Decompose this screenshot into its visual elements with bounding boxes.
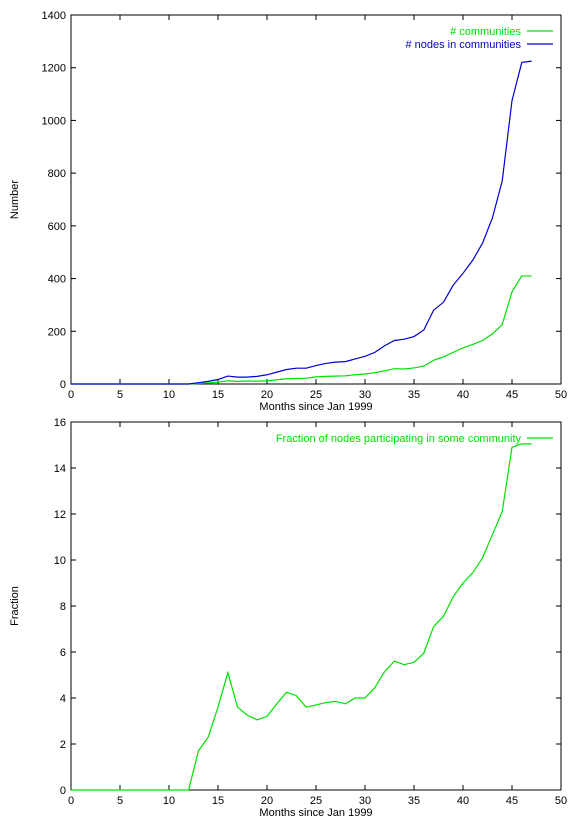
y-tick-label: 4: [60, 693, 66, 705]
x-tick-label: 0: [68, 795, 74, 807]
legend-label-1: # nodes in communities: [405, 39, 521, 51]
x-tick-label: 20: [261, 389, 273, 401]
x-tick-label: 50: [555, 795, 567, 807]
y-tick-label: 1200: [42, 63, 66, 75]
y-axis-label: Number: [9, 180, 21, 219]
x-tick-label: 30: [359, 389, 371, 401]
chart-bottom-fraction: 0 5 10 15 20 25 30 35 40 45 50 0 2 4 6 8 10 12 14 16 Months …: [9, 417, 567, 819]
x-tick-label: 5: [117, 795, 123, 807]
y-tick-label: 800: [48, 168, 66, 180]
chart-top-number: 0 5 10 15 20 25 30 35 40 45 50 0 200 400 600 800 1000 120…: [9, 10, 567, 413]
y-tick-label: 12: [54, 509, 66, 521]
x-tick-label: 10: [163, 795, 175, 807]
x-tick-label: 15: [212, 795, 224, 807]
y-tick-label: 0: [60, 785, 66, 797]
y-tick-label: 10: [54, 555, 66, 567]
plot-frame: [70, 14, 562, 385]
y-tick-label: 200: [48, 326, 66, 338]
x-tick-label: 35: [408, 795, 420, 807]
x-tick-label: 50: [555, 389, 567, 401]
x-tick-label: 25: [310, 795, 322, 807]
y-tick-label: 2: [60, 739, 66, 751]
x-tick-label: 45: [506, 389, 518, 401]
y-tick-label: 1000: [42, 115, 66, 127]
y-tick-label: 16: [54, 417, 66, 429]
x-axis-label: Months since Jan 1999: [259, 401, 372, 413]
x-tick-label: 20: [261, 795, 273, 807]
x-tick-label: 40: [457, 795, 469, 807]
x-tick-label: 35: [408, 389, 420, 401]
y-tick-label: 6: [60, 647, 66, 659]
x-tick-label: 0: [68, 389, 74, 401]
plot-frame: [70, 421, 562, 791]
legend-label-0: # communities: [450, 26, 521, 38]
y-tick-label: 14: [54, 463, 66, 475]
series-line-0: [71, 443, 532, 791]
y-tick-label: 0: [60, 379, 66, 391]
y-axis-label: Fraction: [9, 586, 21, 626]
x-axis-label: Months since Jan 1999: [259, 807, 372, 819]
x-tick-label: 30: [359, 795, 371, 807]
y-tick-label: 8: [60, 601, 66, 613]
x-tick-label: 25: [310, 389, 322, 401]
x-tick-label: 45: [506, 795, 518, 807]
x-tick-label: 15: [212, 389, 224, 401]
y-tick-label: 1400: [42, 10, 66, 22]
x-tick-label: 5: [117, 389, 123, 401]
legend-label-0: Fraction of nodes participating in some …: [276, 433, 522, 445]
x-tick-label: 10: [163, 389, 175, 401]
y-tick-label: 400: [48, 274, 66, 286]
y-tick-label: 600: [48, 221, 66, 233]
x-tick-label: 40: [457, 389, 469, 401]
series-line-1: [71, 60, 532, 385]
